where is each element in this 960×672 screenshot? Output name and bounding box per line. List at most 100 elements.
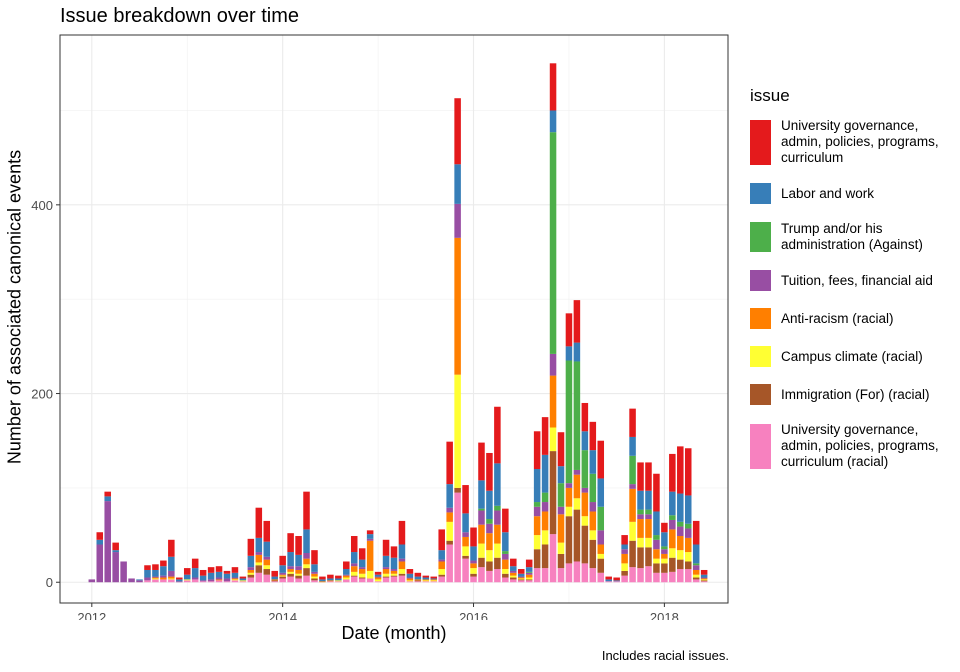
bar-segment [478, 442, 485, 481]
bar-segment [502, 559, 509, 570]
bar-segment [557, 514, 565, 543]
bar-segment [374, 577, 382, 580]
bar-segment [557, 466, 565, 484]
bar-segment [517, 580, 525, 583]
bar-segment [549, 110, 557, 133]
minor-gridlines [60, 35, 728, 603]
bar-segment [462, 513, 469, 533]
bar-segment [637, 568, 644, 583]
bar-segment [191, 579, 199, 583]
bar-segment [541, 502, 549, 512]
bar-segment [422, 580, 430, 582]
bar-segment [692, 579, 700, 583]
bar-segment [557, 568, 565, 583]
bar-segment [168, 539, 175, 557]
bar-segment [581, 492, 589, 517]
bar-segment [263, 574, 271, 583]
bar-segment [263, 565, 271, 570]
x-tick-label: 2018 [650, 610, 679, 620]
bar-segment [470, 546, 477, 561]
bar-segment [231, 572, 239, 578]
bar-segment [311, 550, 318, 565]
bar-segment [120, 561, 127, 583]
bar-segment [533, 506, 541, 517]
bar-segment [677, 559, 684, 570]
bar-segment [700, 569, 708, 575]
bar-segment [406, 569, 414, 574]
bar-segment [319, 579, 326, 582]
bar-segment [414, 576, 422, 580]
bar-segment [422, 581, 430, 583]
bar-segment [168, 579, 175, 583]
bar-segment [700, 579, 708, 581]
bar-segment [160, 577, 167, 580]
bar-segment [390, 575, 398, 577]
bar-segment [629, 455, 636, 485]
bar-segment [144, 577, 151, 581]
bar-segment [637, 514, 644, 520]
x-axis-ticks: 2012 2014 2016 2018 [77, 603, 679, 620]
bar-segment [343, 575, 350, 578]
bar-segment [621, 549, 628, 554]
bar-segment [406, 578, 414, 581]
bar-segment [589, 450, 597, 474]
bar-segment [637, 462, 644, 491]
bar-segment [677, 569, 684, 583]
bar-segment [637, 519, 644, 538]
legend-swatch [750, 346, 771, 367]
bar-segment [581, 563, 589, 583]
bar-segment [144, 580, 151, 583]
bar-segment [374, 571, 382, 575]
bar-segment [191, 568, 199, 578]
bar-segment [319, 581, 326, 583]
bar-segment [112, 542, 119, 551]
bar-segment [231, 578, 239, 580]
bar-segment [255, 554, 263, 563]
bar-segment [350, 571, 358, 576]
bar-segment [573, 509, 581, 562]
bar-segment [366, 530, 374, 535]
legend-item: University governance, admin, policies, … [750, 422, 955, 470]
legend-swatch [750, 384, 771, 405]
bar-segment [430, 578, 438, 580]
bar-segment [327, 578, 334, 581]
bar-segment [311, 571, 318, 574]
bar-segment [645, 537, 652, 548]
bar-segment [589, 568, 597, 583]
legend-items: University governance, admin, policies, … [750, 118, 955, 470]
bar-segment [414, 580, 422, 582]
bar-segment [565, 516, 573, 564]
bar-segment [104, 491, 111, 497]
bar-segment [160, 560, 167, 567]
bar-segment [597, 478, 605, 507]
bar-segment [525, 577, 533, 580]
bar-segment [438, 550, 445, 560]
bar-segment [549, 451, 557, 535]
bar-segment [430, 580, 438, 582]
bar-segment [478, 557, 485, 568]
bar-segment [366, 534, 374, 539]
bar-segment [478, 567, 485, 583]
bar-segment [207, 567, 215, 573]
bar-segment [231, 567, 239, 573]
bar-segment [271, 580, 278, 582]
legend-item: University governance, admin, policies, … [750, 118, 955, 166]
bar-segment [343, 579, 350, 583]
bar-segment [661, 558, 668, 564]
bar-segment [112, 550, 119, 553]
bar-segment [478, 508, 485, 511]
bar-segment [621, 544, 628, 550]
bar-segment [700, 580, 708, 582]
bar-segment [96, 532, 104, 540]
bar-segment [366, 570, 374, 579]
bar-segment [223, 581, 231, 583]
bar-segment [557, 553, 565, 569]
bar-segment [653, 549, 660, 559]
bar-segment [597, 506, 605, 531]
bar-segment [597, 558, 605, 573]
bar-segment [510, 558, 517, 567]
bar-segment [96, 544, 104, 583]
bar-segment [358, 578, 366, 583]
bar-segment [215, 580, 223, 583]
bar-segment [303, 575, 310, 583]
